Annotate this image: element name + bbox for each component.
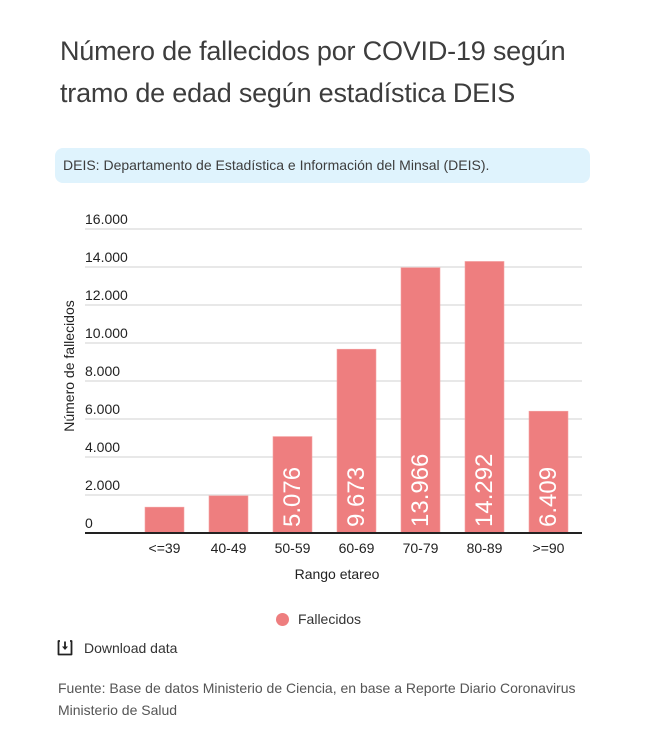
y-tick-label: 2.000 bbox=[85, 477, 120, 493]
bar[interactable] bbox=[400, 267, 441, 534]
chart-svg: 0 2.000 4.000 6.000 8.000 10.000 12.000 14.000 1… bbox=[61, 211, 582, 582]
bar[interactable] bbox=[208, 495, 249, 534]
bars bbox=[144, 261, 569, 534]
data-label: 14.292 bbox=[471, 454, 498, 527]
bar[interactable] bbox=[528, 410, 569, 534]
y-axis-title: Número de fallecidos bbox=[61, 300, 77, 432]
x-tick-label: >=90 bbox=[533, 540, 565, 556]
legend-label: Fallecidos bbox=[298, 611, 362, 627]
x-tick-labels: <=39 40-49 50-59 60-69 70-79 80-89 >=90 bbox=[149, 540, 565, 556]
y-tick-label: 8.000 bbox=[85, 363, 120, 379]
y-tick-label: 10.000 bbox=[85, 325, 128, 341]
y-tick-label: 12.000 bbox=[85, 287, 128, 303]
y-tick-label: 6.000 bbox=[85, 401, 120, 417]
x-tick-label: 50-59 bbox=[275, 540, 311, 556]
bar-chart: 0 2.000 4.000 6.000 8.000 10.000 12.000 14.000 1… bbox=[0, 200, 651, 590]
x-tick-label: 70-79 bbox=[403, 540, 439, 556]
data-labels: 5.076 9.673 13.966 14.292 6.409 bbox=[279, 454, 562, 527]
y-tick-label: 14.000 bbox=[85, 249, 128, 265]
bar[interactable] bbox=[464, 261, 505, 534]
gridlines bbox=[85, 228, 582, 496]
chart-title: Número de fallecidos por COVID-19 según … bbox=[60, 36, 566, 108]
y-tick-label: 16.000 bbox=[85, 211, 128, 227]
x-tick-label: <=39 bbox=[149, 540, 181, 556]
bar[interactable] bbox=[144, 506, 185, 534]
legend-swatch bbox=[276, 612, 289, 626]
download-data-button[interactable]: Download data bbox=[56, 639, 177, 657]
data-label: 13.966 bbox=[407, 454, 434, 527]
legend[interactable]: Fallecidos bbox=[276, 611, 361, 627]
data-label: 5.076 bbox=[279, 467, 306, 527]
y-tick-labels: 0 2.000 4.000 6.000 8.000 10.000 12.000 14.000 1… bbox=[85, 211, 128, 531]
x-tick-label: 80-89 bbox=[467, 540, 503, 556]
download-icon bbox=[57, 640, 73, 656]
data-label: 9.673 bbox=[343, 467, 370, 527]
data-label: 6.409 bbox=[535, 467, 562, 527]
info-box: DEIS: Departamento de Estadística e Info… bbox=[55, 148, 590, 183]
download-label: Download data bbox=[84, 640, 178, 656]
x-tick-label: 40-49 bbox=[211, 540, 247, 556]
y-tick-label: 0 bbox=[85, 515, 93, 531]
y-tick-label: 4.000 bbox=[85, 439, 120, 455]
bar[interactable] bbox=[272, 436, 313, 534]
source-note: Fuente: Base de datos Ministerio de Cien… bbox=[58, 680, 576, 718]
x-tick-label: 60-69 bbox=[339, 540, 375, 556]
info-text: DEIS: Departamento de Estadística e Info… bbox=[63, 157, 490, 173]
bar[interactable] bbox=[336, 348, 377, 534]
x-axis-title: Rango etareo bbox=[295, 566, 380, 582]
